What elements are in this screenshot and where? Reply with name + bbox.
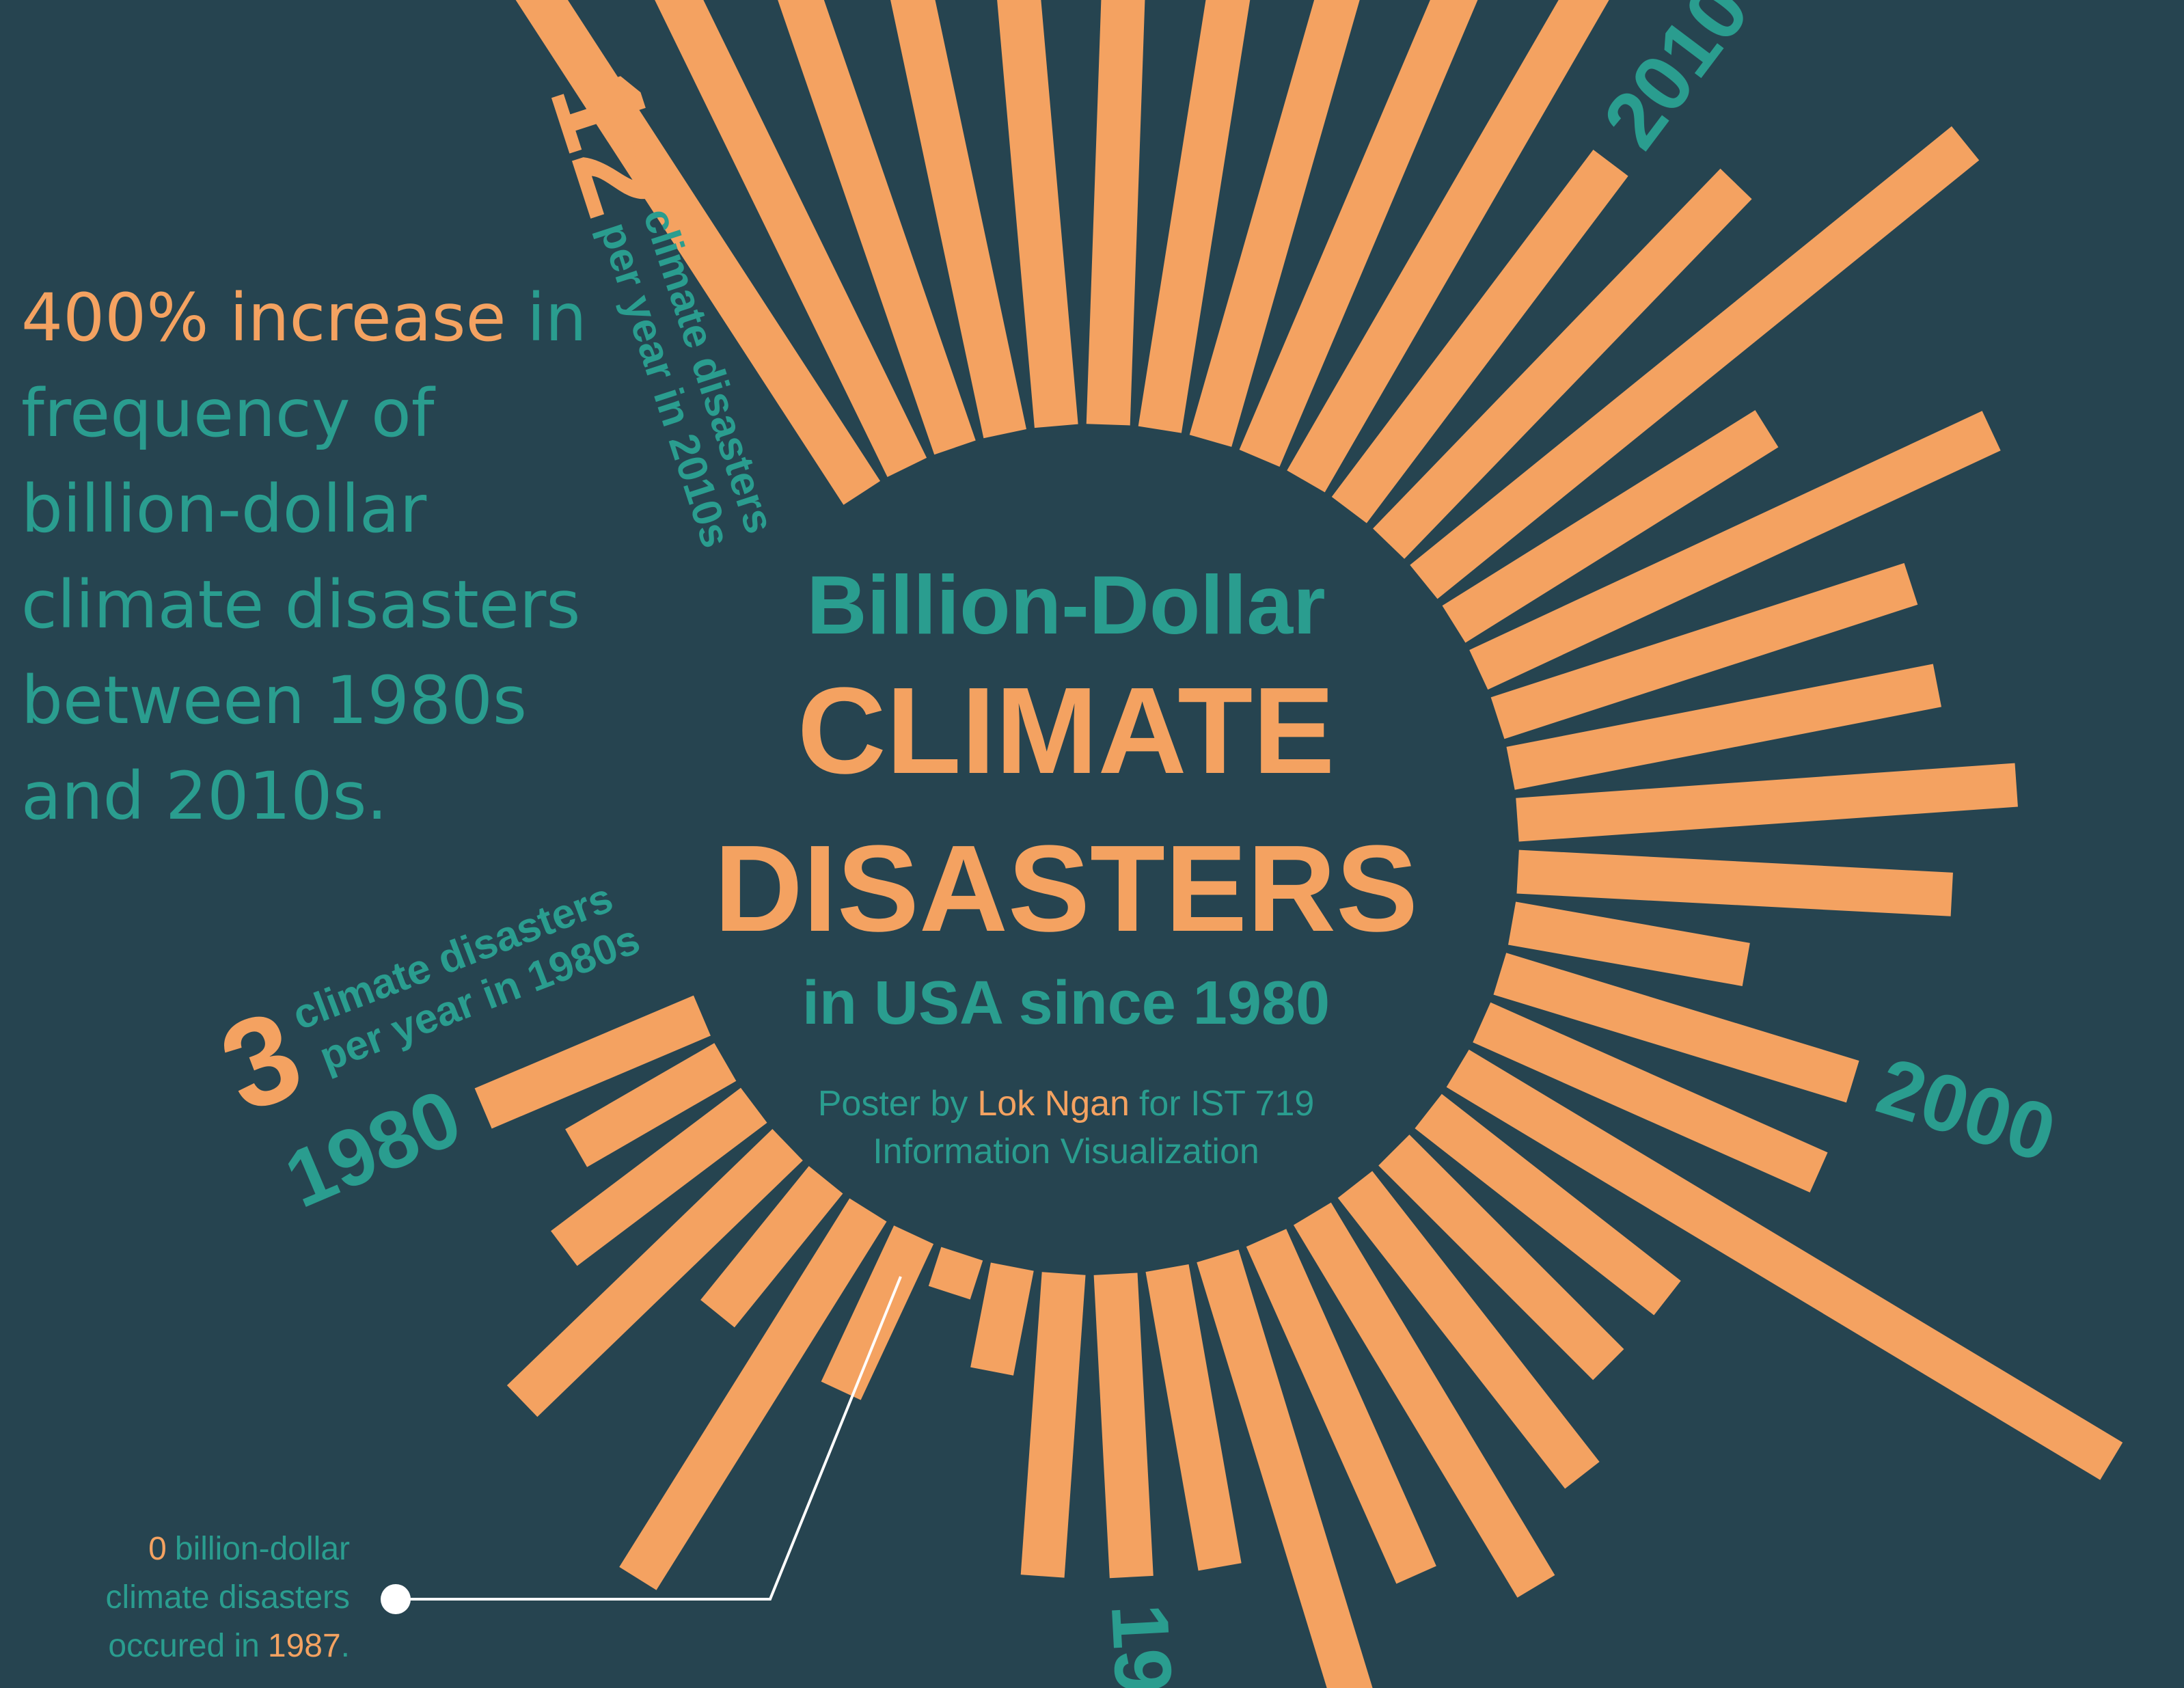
- bar: [1446, 1049, 2123, 1480]
- credit-line2: Information Visualization: [873, 1132, 1259, 1171]
- note-line: 0 billion-dollar: [148, 1531, 350, 1567]
- title-line: DISASTERS: [714, 820, 1418, 957]
- credit: Poster by Lok Ngan for IST 719: [818, 1084, 1315, 1124]
- bar: [1507, 901, 1750, 986]
- bar: [474, 995, 711, 1129]
- bar: [1093, 1272, 1154, 1579]
- year-label: 2000: [1868, 1041, 2066, 1180]
- headline-highlight: 400% increase: [21, 280, 506, 356]
- bar: [945, 0, 1078, 428]
- heading: Billion-Dollar: [806, 558, 1325, 651]
- bar: [1490, 562, 1918, 739]
- note-year: 1987: [268, 1628, 341, 1664]
- note-line: climate disasters: [106, 1579, 350, 1616]
- bar: [467, 0, 927, 477]
- bar: [1410, 126, 1980, 599]
- bar: [1493, 953, 1859, 1103]
- bar: [35, 0, 881, 505]
- bar: [1473, 1002, 1828, 1193]
- bar: [1246, 1229, 1436, 1584]
- bar: [1138, 0, 1270, 433]
- credit-author: Lok Ngan: [977, 1084, 1130, 1124]
- bar: [1293, 1202, 1555, 1598]
- title-line: CLIMATE: [797, 662, 1335, 800]
- note-text: billion-dollar: [175, 1531, 350, 1567]
- bar: [1197, 1249, 1404, 1688]
- bar: [1086, 0, 1155, 426]
- year-label: 2010: [1586, 0, 1766, 165]
- bar: [1415, 1093, 1681, 1316]
- bar: [565, 1043, 737, 1167]
- headline-text: in frequency of billion-dollar climate d…: [21, 280, 587, 834]
- bar: [928, 1247, 983, 1300]
- subtitle: in USA since 1980: [802, 969, 1330, 1037]
- credit-prefix: Poster by: [818, 1084, 968, 1124]
- note-line: occured in 1987.: [108, 1628, 350, 1664]
- bar: [1378, 1134, 1624, 1380]
- headline: 400% increase in frequency of billion-do…: [21, 270, 588, 844]
- note-number: 0: [148, 1531, 167, 1567]
- note-leader: [396, 1276, 902, 1601]
- year-label: 1990: [1094, 1602, 1194, 1688]
- note-dot: [381, 1584, 411, 1614]
- bar: [821, 1225, 934, 1400]
- bar: [970, 1262, 1034, 1376]
- bar: [1373, 168, 1752, 559]
- bar: [1506, 664, 1941, 790]
- note-text: occured in: [108, 1628, 259, 1664]
- bar: [1469, 411, 2001, 690]
- bar: [1516, 763, 2018, 842]
- bar: [1145, 1264, 1242, 1571]
- bar: [1516, 849, 1953, 916]
- bar: [622, 0, 976, 455]
- bar: [1239, 0, 1578, 467]
- bar: [700, 1166, 843, 1328]
- bar: [551, 1087, 767, 1266]
- credit-suffix: for IST 719: [1139, 1084, 1314, 1124]
- note-end: .: [341, 1628, 350, 1664]
- bar: [756, 0, 1026, 439]
- bar: [1442, 410, 1779, 643]
- bar: [1020, 1272, 1086, 1578]
- bar-group: [35, 0, 2123, 1688]
- bar: [619, 1198, 887, 1590]
- bar: [1287, 0, 1870, 493]
- bar: [1189, 0, 1406, 447]
- bar: [506, 1129, 803, 1417]
- bar: [1337, 1171, 1600, 1489]
- bar: [1331, 150, 1628, 523]
